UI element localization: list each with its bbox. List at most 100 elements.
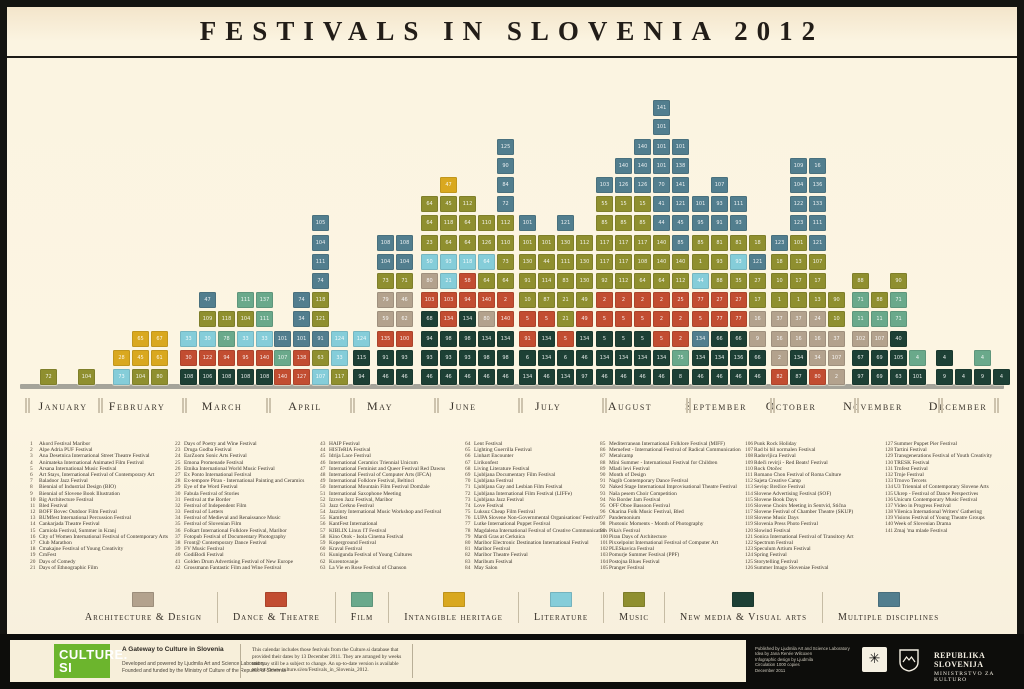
festival-number: 9: [30, 490, 33, 497]
chart-cell: 91: [711, 215, 728, 232]
festival-name: Grossmann Fantastic Film and Wine Festiv…: [184, 564, 282, 571]
legend-item-intangible-heritage: Intangible heritage: [388, 592, 518, 623]
festival-name: Metalcamp: [609, 453, 634, 460]
festival-number: 41: [175, 558, 181, 565]
festival-list-item: 22 Days of Poetry and Wine Festival: [175, 441, 317, 447]
festival-list-item: 23 Druga Godba Festival: [175, 447, 317, 453]
month-divider: [434, 398, 436, 413]
chart-cell: 101: [538, 234, 555, 251]
festival-name: Druga Godba Festival: [184, 447, 232, 454]
chart-cell: 71: [890, 311, 907, 328]
festival-number: 28: [175, 478, 181, 485]
festival-list-item: 113 Seviqc Brežice Festival: [745, 484, 887, 490]
chart-cell: 23: [421, 234, 438, 251]
chart-cell: 63: [312, 349, 329, 366]
festival-number: 44: [320, 447, 326, 454]
festival-number: 118: [745, 515, 753, 522]
festival-list-item: 120 Slowind Festival: [745, 528, 887, 534]
chart-cell: 101: [274, 330, 291, 347]
chart-cell: 112: [459, 196, 476, 213]
month-divider: [689, 398, 691, 413]
festival-list-item: 32 Festival of Independent Film: [175, 503, 317, 509]
chart-cell: 138: [672, 157, 689, 174]
festival-number: 40: [175, 552, 181, 559]
festival-name: Summer Puppet Pier Festival: [894, 441, 958, 447]
title-rule: [7, 56, 1017, 58]
festival-list-item: 131 Trnfest Festival: [885, 466, 1024, 472]
chart-cell: 46: [459, 369, 476, 385]
festival-list-item: 18 Čmakajne Festival of Young Creativity: [30, 546, 172, 552]
chart-cell: 15: [634, 196, 651, 213]
festival-name: Etnika International World Music Festiva…: [184, 465, 275, 472]
festival-list-column: 22 Days of Poetry and Wine Festival 23 Drug…: [175, 441, 317, 571]
festival-number: 92: [600, 484, 606, 491]
chart-cell: 101: [692, 196, 709, 213]
chart-cell: 75: [672, 349, 689, 366]
chart-cell: 2: [497, 292, 514, 309]
chart-cell: 88: [711, 273, 728, 289]
festival-name: Ljubljana Jazz Festival: [474, 496, 524, 503]
festival-name: Lighting Guerrilla Festival: [474, 447, 532, 454]
festival-list-item: 128 Tartini Festival: [885, 447, 1024, 453]
festival-name: Jazz Cerkno Festival: [329, 502, 374, 509]
festival-list-item: 27 Ex Ponto International Festival: [175, 472, 317, 478]
festival-number: 54: [320, 509, 326, 516]
festival-list-item: 100 Piran Days of Architecture: [600, 534, 742, 540]
festival-name: Maribor Festival: [474, 546, 511, 553]
festival-name: EarZoom Sonic Arts Festival: [184, 453, 247, 460]
festival-number: 116: [745, 502, 753, 509]
chart-cell: 108: [237, 369, 254, 385]
month-label-february: February: [108, 399, 166, 413]
chart-cell: 44: [538, 253, 555, 270]
chart-cell: 72: [497, 196, 514, 213]
festival-number: 3: [30, 453, 33, 460]
chart-cell: 111: [730, 196, 747, 213]
chart-cell: 46: [377, 369, 394, 385]
festival-number: 2: [30, 447, 33, 454]
chart-cell: 65: [132, 330, 149, 347]
festival-list-item: 81 Maribor Festival: [465, 546, 607, 552]
chart-cell: 18: [771, 253, 788, 270]
month-divider: [854, 398, 856, 413]
chart-cell: 107: [274, 349, 291, 366]
chart-cell: 111: [237, 292, 254, 309]
festival-number: 74: [465, 502, 471, 509]
festival-name: Ljubljana International Film Festival (L…: [474, 490, 572, 497]
chart-cell: 108: [396, 234, 413, 251]
festival-number: 96: [600, 509, 606, 516]
chart-cell: 37: [771, 311, 788, 328]
festival-list-item: 101 Pixxelpoint International Festival of…: [600, 540, 742, 546]
festival-name: Lent Festival: [474, 441, 503, 447]
legend-item-film: Film: [334, 592, 388, 623]
chart-cell: 108: [218, 369, 235, 385]
legend-item-dance-theatre: Dance & Theatre: [216, 592, 335, 623]
chart-cell: 33: [237, 330, 254, 347]
chart-cell: 2: [653, 292, 670, 309]
festival-number: 77: [465, 521, 471, 528]
festival-number: 115: [745, 496, 753, 503]
chart-cell: 70: [653, 177, 670, 193]
festival-name: International Saxophone Meeting: [329, 490, 402, 497]
festival-list-item: 11 Bled Festival: [30, 503, 172, 509]
festival-name: Mladi levi Festival: [609, 465, 650, 472]
festival-name: Month of Design: [609, 471, 646, 478]
festival-list-item: 13 BUMfest International Percussion Festi…: [30, 515, 172, 521]
festival-number: 61: [320, 552, 326, 559]
festival-number: 129: [885, 453, 894, 460]
festival-name: Maribor Theatre Festival: [474, 552, 528, 559]
legend-item-music: Music: [603, 592, 664, 623]
chart-cell: 8: [672, 369, 689, 385]
chart-cell: 64: [653, 273, 670, 289]
chart-cell: 93: [440, 349, 457, 366]
festival-list-item: 80 Maribor Electronic Destination Interna…: [465, 540, 607, 546]
chart-cell: 93: [396, 349, 413, 366]
chart-cell: 68: [421, 311, 438, 328]
chart-cell: 9: [749, 330, 766, 347]
chart-cell: 64: [459, 234, 476, 251]
chart-cell: 80: [151, 369, 168, 385]
chart-cell: 118: [312, 292, 329, 309]
festival-name: Postojna Blues Festival: [609, 558, 660, 565]
culture-si-logo: CULTURE. SI: [54, 644, 127, 678]
festival-list-column: 85 Mediterranean International Folklore F…: [600, 441, 742, 571]
chart-cell: 62: [396, 311, 413, 328]
